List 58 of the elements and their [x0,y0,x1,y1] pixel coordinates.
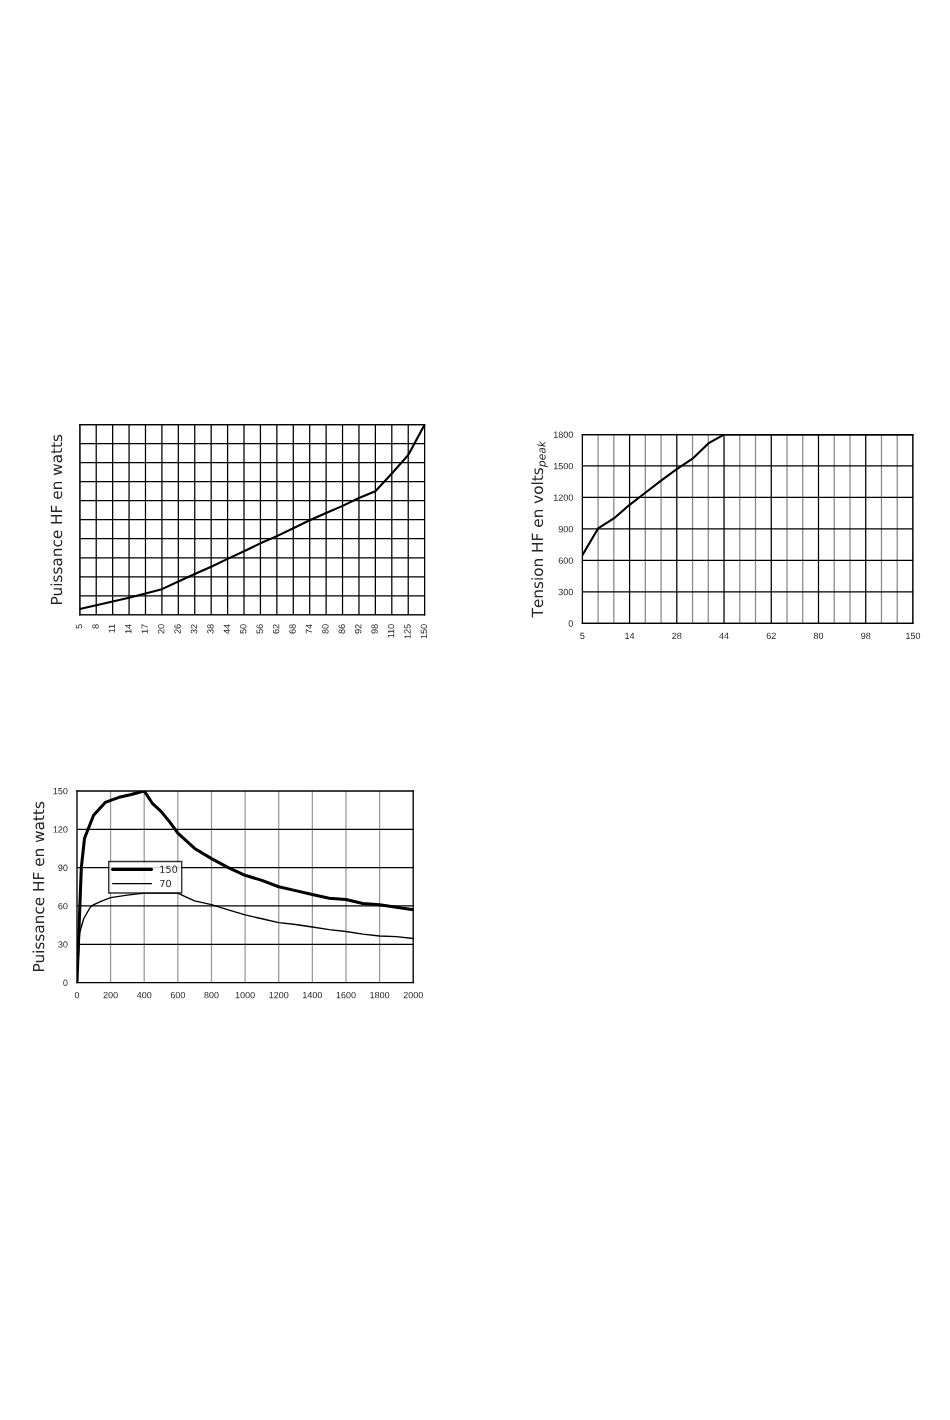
x-tick-label: 74 [305,624,313,634]
y-tick-label: 300 [558,588,573,596]
x-tick-label: 125 [404,624,411,639]
x-tick-label: 92 [354,624,362,634]
x-tick-label: 1400 [303,991,323,999]
x-tick-label: 80 [813,632,824,640]
x-tick-label: 1600 [336,991,356,999]
x-tick-label: 44 [719,632,729,639]
x-tick-label: 50 [240,624,247,634]
x-tick-label: 200 [103,991,118,999]
x-tick-label: 600 [170,991,186,999]
x-tick-label: 62 [272,624,280,634]
x-tick-label: 26 [174,624,181,634]
x-tick-label: 38 [207,624,214,634]
x-tick-label: 5 [75,624,83,629]
x-tick-label: 150 [420,624,428,639]
x-tick-label: 98 [861,632,871,640]
x-tick-label: 32 [190,624,198,634]
x-tick-label: 17 [141,624,148,634]
x-tick-label: 400 [136,991,152,999]
x-tick-label: 110 [387,624,395,638]
y-tick-label: 150 [53,787,68,795]
x-tick-label: 8 [92,624,99,629]
x-tick-label: 11 [108,624,115,633]
y-axis-title: Tension HF en volts$_{peak}$ [531,440,548,618]
y-tick-label: 1800 [553,431,573,438]
x-tick-label: 1000 [235,991,255,999]
y-tick-label: 30 [58,941,68,948]
x-tick-label: 80 [322,624,329,634]
x-tick-label: 2000 [403,991,423,999]
x-tick-label: 1200 [269,991,289,999]
y-tick-label: 90 [58,864,68,871]
x-tick-label: 56 [256,624,263,634]
x-tick-label: 150 [906,632,921,640]
y-axis-title: Puissance HF en watts [32,801,45,971]
x-tick-label: 800 [204,991,219,999]
legend-label: 150 [160,865,178,873]
y-tick-label: 600 [558,557,573,564]
y-tick-label: 1500 [553,462,573,470]
x-tick-label: 20 [157,624,165,634]
x-tick-label: 68 [289,624,296,634]
y-tick-label: 120 [53,826,68,833]
x-tick-label: 86 [338,624,345,634]
x-tick-label: 14 [125,624,132,634]
y-tick-label: 900 [558,525,573,533]
x-tick-label: 98 [371,624,378,634]
y-tick-label: 1200 [553,494,573,501]
x-tick-label: 28 [672,632,682,640]
x-tick-label: 1800 [370,991,390,999]
x-tick-label: 44 [223,624,230,634]
legend-label: 70 [160,879,171,888]
y-tick-label: 0 [63,979,68,986]
x-tick-label: 62 [766,632,776,640]
y-axis-title: Puissance HF en watts [50,434,63,604]
y-tick-label: 60 [58,902,68,910]
x-tick-label: 5 [580,632,585,640]
x-tick-label: 0 [74,991,80,999]
x-tick-label: 14 [625,632,635,639]
